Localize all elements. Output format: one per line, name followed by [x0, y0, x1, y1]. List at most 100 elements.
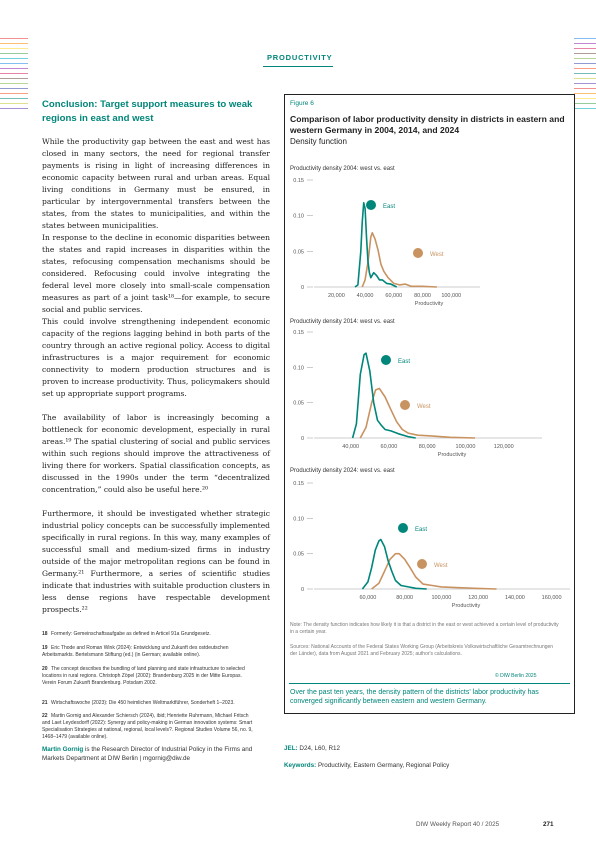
decorative-stripe: [574, 93, 596, 94]
y-tick-label: 0: [301, 436, 304, 442]
decorative-stripe: [0, 63, 28, 64]
article-heading: Conclusion: Target support measures to w…: [42, 99, 253, 124]
y-tick-label: 0.15: [293, 330, 304, 336]
series-line-west: [359, 387, 476, 439]
decorative-stripe: [0, 93, 28, 94]
decorative-stripe: [0, 78, 28, 79]
footnote-text: Wirtschaftswoche (2023): Die 450 heimlic…: [51, 700, 235, 706]
x-tick-label: 40,000: [342, 444, 359, 450]
figure-caption: Over the past ten years, the density pat…: [290, 689, 539, 705]
decorative-stripe: [574, 88, 596, 89]
x-axis-label: Productivity: [452, 603, 481, 609]
paragraph-5: Furthermore, it should be investigated w…: [42, 509, 270, 614]
jel-codes: JEL: D24, L60, R12: [284, 745, 340, 752]
author-note: Martin Gornig is the Research Director o…: [42, 745, 262, 763]
decorative-stripe: [574, 38, 596, 39]
region-map-icon: [381, 355, 391, 365]
figure-box: [284, 94, 575, 714]
decorative-stripe: [0, 98, 28, 99]
series-line-east: [354, 201, 398, 288]
y-tick-label: 0: [301, 587, 304, 593]
decorative-stripe: [574, 68, 596, 69]
decorative-stripe: [574, 48, 596, 49]
series-label: East: [398, 359, 410, 365]
x-tick-label: 140,000: [505, 595, 525, 601]
author-text: is the Research Director of Industrial P…: [42, 746, 253, 762]
figure-sources: Sources: National Accounts of the Federa…: [290, 644, 554, 657]
series-line-east: [351, 352, 416, 439]
footnote-number: 18: [42, 631, 48, 637]
series-label: West: [434, 563, 448, 569]
x-tick-label: 60,000: [381, 444, 398, 450]
keywords-value: Productivity, Eastern Germany, Regional …: [317, 762, 450, 769]
jel-value: D24, L60, R12: [299, 745, 341, 752]
x-tick-label: 60,000: [360, 595, 377, 601]
region-map-icon: [417, 559, 427, 569]
decorative-stripe: [574, 53, 596, 54]
footnote-19: 19 Eric Thode and Roman Wink (2024): Entw…: [42, 645, 257, 659]
y-tick-label: 0.05: [293, 552, 304, 558]
footnote-18: 18 Formerly: Gemeinschaftsaufgabe as defi…: [42, 631, 257, 638]
region-map-icon: [413, 248, 423, 258]
decorative-stripe: [0, 108, 28, 109]
decorative-stripe: [0, 38, 28, 39]
series-label: West: [430, 252, 444, 258]
x-tick-label: 100,000: [456, 444, 476, 450]
footnote-number: 19: [42, 645, 48, 651]
paragraph-1: While the productivity gap between the e…: [42, 137, 270, 230]
decorative-stripe: [574, 43, 596, 44]
decorative-stripe: [0, 48, 28, 49]
paragraph-4: The availability of labor is increasingl…: [42, 413, 270, 494]
decorative-stripe: [0, 68, 28, 69]
footnote-number: 21: [42, 700, 48, 706]
decorative-stripe: [0, 53, 28, 54]
keywords-label: Keywords:: [284, 762, 317, 769]
x-tick-label: 120,000: [494, 444, 514, 450]
y-tick-label: 0.15: [293, 178, 304, 184]
x-tick-label: 80,000: [419, 444, 436, 450]
series-line-west: [371, 552, 497, 590]
decorative-stripe: [0, 83, 28, 84]
x-tick-label: 80,000: [396, 595, 413, 601]
figure-label: Figure 6: [290, 100, 314, 107]
y-tick-label: 0.15: [293, 481, 304, 487]
decorative-stripe: [0, 103, 28, 104]
series-label: West: [417, 404, 431, 410]
footnote-text: The concept describes the bundling of la…: [42, 666, 245, 686]
y-tick-label: 0.10: [293, 365, 304, 371]
footnote-22: 22 Martin Gornig and Alexander Schiersch …: [42, 713, 257, 741]
footnote-text: Formerly: Gemeinschaftsaufgabe as define…: [51, 631, 211, 637]
decorative-stripe: [574, 108, 596, 109]
decorative-stripe: [574, 78, 596, 79]
footnote-text: Martin Gornig and Alexander Schiersch (2…: [42, 713, 253, 740]
figure-subtitle: Density function: [290, 137, 347, 146]
decorative-stripe: [574, 83, 596, 84]
y-tick-label: 0.05: [293, 401, 304, 407]
series-line-west: [361, 232, 437, 288]
x-tick-label: 80,000: [414, 293, 431, 299]
y-tick-label: 0.10: [293, 516, 304, 522]
footnote-number: 22: [42, 713, 48, 719]
decorative-stripe: [574, 103, 596, 104]
jel-label: JEL:: [284, 745, 298, 752]
paragraph-3: This could involve strengthening indepen…: [42, 317, 270, 398]
y-tick-label: 0.05: [293, 249, 304, 255]
series-label: East: [383, 204, 395, 210]
x-tick-label: 120,000: [468, 595, 488, 601]
author-name: Martin Gornig: [42, 746, 84, 753]
figure-note: Note: The density function indicates how…: [290, 622, 559, 635]
decorative-stripe: [0, 88, 28, 89]
x-tick-label: 100,000: [441, 293, 461, 299]
y-tick-label: 0.10: [293, 214, 304, 220]
decorative-stripe: [0, 73, 28, 74]
section-tag: PRODUCTIVITY: [267, 53, 333, 62]
chart-title: Productivity density 2004: west vs. east: [290, 166, 395, 172]
x-tick-label: 60,000: [385, 293, 402, 299]
paragraph-2: In response to the decline in economic d…: [42, 233, 270, 314]
decorative-stripe: [0, 58, 28, 59]
y-tick-label: 0: [301, 285, 304, 291]
chart-title: Productivity density 2014: west vs. east: [290, 319, 395, 325]
keywords: Keywords: Productivity, Eastern Germany,…: [284, 762, 564, 769]
region-map-icon: [400, 400, 410, 410]
figure-title: Comparison of labor productivity density…: [290, 114, 565, 135]
